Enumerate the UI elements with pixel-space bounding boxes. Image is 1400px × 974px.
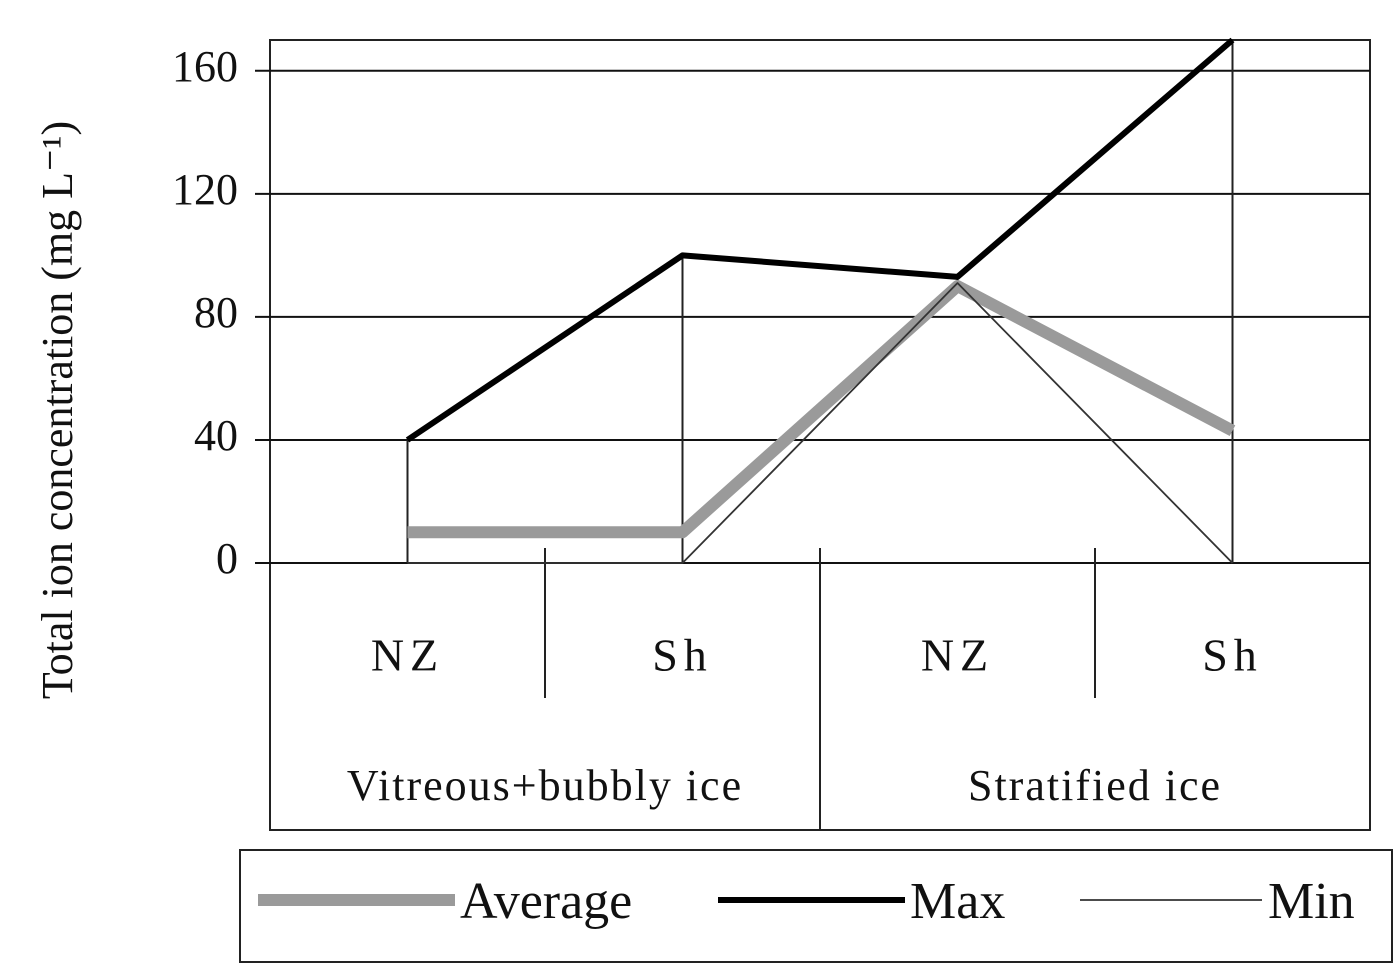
y-tick-label: 40 — [194, 411, 238, 460]
series-line — [405, 37, 1235, 443]
x-tick-label: Sh — [652, 630, 713, 681]
legend-label: Min — [1268, 873, 1355, 930]
y-tick-label: 120 — [172, 165, 238, 214]
x-tick-label: NZ — [371, 630, 444, 681]
legend-label: Average — [460, 873, 632, 930]
y-tick-label: 160 — [172, 42, 238, 91]
series-line — [407, 282, 1234, 564]
x-tick-label: NZ — [921, 630, 994, 681]
y-tick-label: 80 — [194, 288, 238, 337]
group-label: Vitreous+bubbly ice — [347, 761, 743, 810]
legend-label: Max — [910, 873, 1005, 930]
x-tick-label: Sh — [1202, 630, 1263, 681]
y-tick-label: 0 — [216, 534, 238, 583]
series-line — [407, 280, 1236, 539]
y-axis-label: Total ion concentration (mg L⁻¹) — [33, 121, 82, 699]
group-label: Stratified ice — [968, 761, 1222, 810]
